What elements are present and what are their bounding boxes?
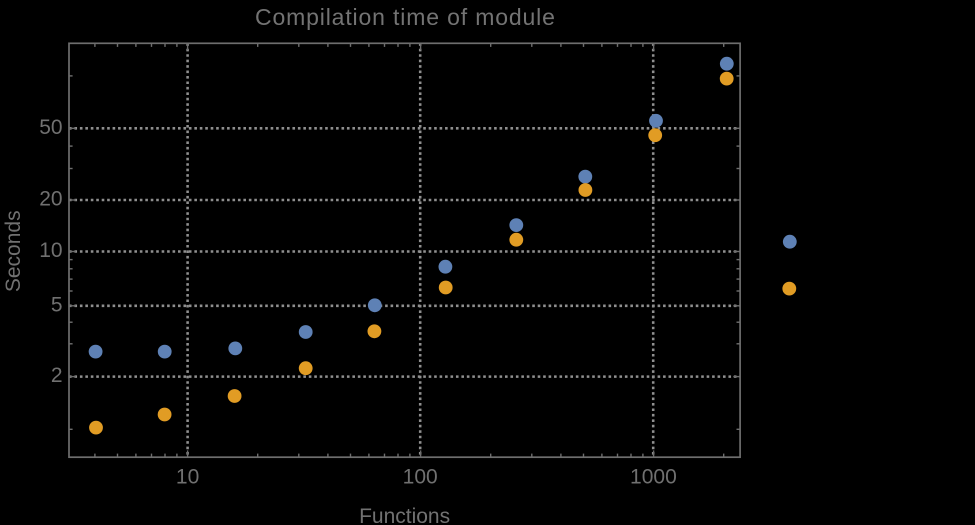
svg-text:Functions: Functions — [359, 505, 450, 525]
svg-text:Seconds: Seconds — [2, 210, 25, 292]
svg-text:2: 2 — [51, 364, 63, 387]
svg-text:5: 5 — [51, 293, 63, 316]
svg-text:10: 10 — [39, 239, 62, 262]
svg-text:50: 50 — [39, 116, 62, 139]
svg-text:20: 20 — [39, 188, 62, 211]
svg-text:100: 100 — [403, 466, 438, 489]
svg-text:10: 10 — [176, 466, 199, 489]
svg-text:Compilation time of module: Compilation time of module — [255, 4, 556, 30]
svg-text:1000: 1000 — [630, 466, 677, 489]
